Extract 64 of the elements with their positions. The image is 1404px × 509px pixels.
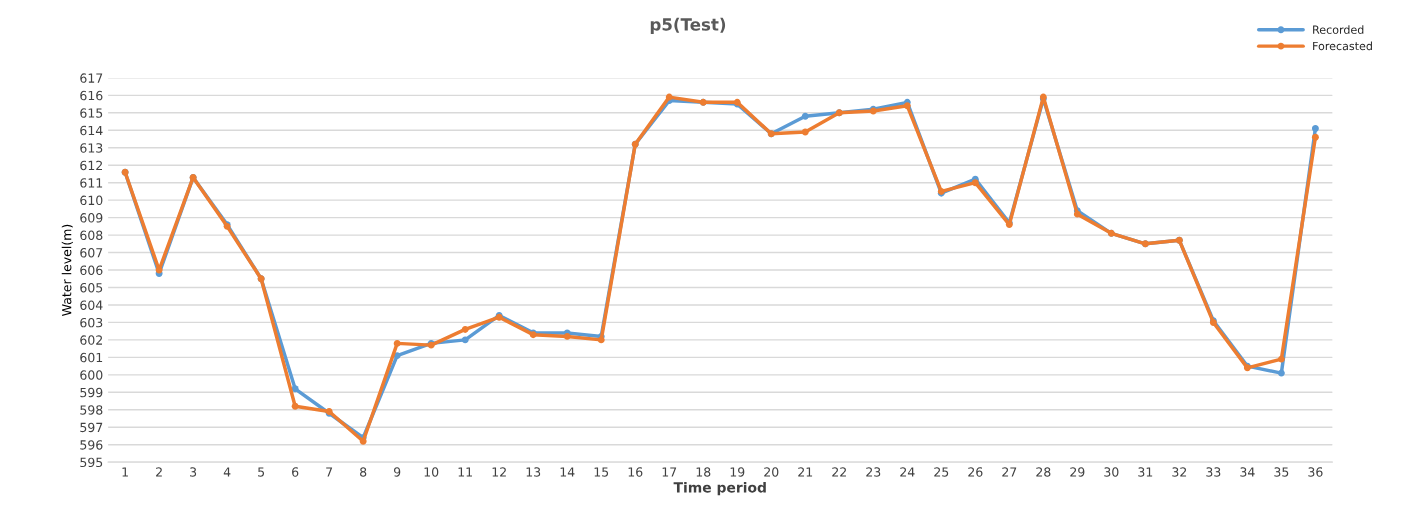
y-tick-label: 604 [80,300,103,310]
y-tick-label: 605 [80,282,103,293]
x-tick-label: 2 [156,467,162,477]
y-tick-label: 596 [80,440,103,450]
y-tick-label: 598 [80,405,103,415]
x-tick-label: 14 [560,467,575,477]
x-tick-label: 35 [1274,467,1289,477]
x-tick-label: 32 [1172,467,1187,477]
x-tick-label: 15 [594,467,609,477]
legend-label: Forecasted [1313,41,1372,51]
x-tick-label: 13 [526,467,541,477]
y-tick-label: 611 [80,178,103,188]
y-tick-label: 610 [80,195,103,206]
y-tick-label: 609 [80,213,103,223]
y-tick-label: 608 [80,230,103,241]
x-tick-label: 17 [662,467,677,477]
x-tick-label: 24 [900,467,915,477]
y-tick-label: 614 [80,125,103,136]
x-tick-label: 23 [866,467,881,477]
x-tick-label: 18 [696,467,711,477]
x-tick-label: 31 [1138,467,1153,477]
legend-label: Recorded [1313,25,1364,34]
y-tick-label: 595 [80,457,103,468]
x-tick-label: 11 [458,467,472,477]
x-tick-label: 28 [1036,467,1051,477]
y-tick-label: 613 [80,143,103,153]
x-tick-label: 30 [1104,467,1119,477]
y-axis-title: Water level(m) [61,224,73,316]
x-tick-label: 10 [424,467,439,477]
y-tick-label: 612 [80,160,102,171]
x-tick-label: 6 [292,467,299,477]
y-tick-label: 602 [80,335,102,345]
x-tick-label: 27 [1002,467,1017,477]
y-tick-label: 599 [80,387,103,398]
x-tick-label: 3 [190,467,197,477]
y-tick-label: 606 [80,265,103,275]
x-tick-label: 21 [798,467,813,477]
x-tick-label: 33 [1206,467,1221,477]
y-tick-label: 597 [80,422,103,433]
x-tick-label: 5 [258,467,265,477]
x-tick-label: 12 [492,467,506,477]
y-tick-label: 607 [80,248,103,258]
x-tick-label: 25 [934,467,949,477]
x-tick-label: 19 [730,467,745,477]
x-tick-label: 4 [223,467,231,477]
y-tick-label: 601 [80,352,103,363]
x-tick-label: 8 [360,467,367,477]
x-tick-label: 26 [968,467,983,477]
x-tick-label: 34 [1240,467,1255,477]
x-tick-label: 1 [122,467,128,477]
x-tick-label: 36 [1308,467,1323,477]
x-axis-title: Time period [673,481,766,496]
y-tick-label: 617 [80,73,103,83]
y-tick-label: 615 [80,108,103,118]
x-tick-label: 16 [628,467,643,477]
y-tick-label: 603 [80,317,103,328]
x-tick-label: 9 [393,467,401,477]
x-tick-label: 20 [764,467,779,477]
y-tick-label: 600 [80,370,103,380]
x-tick-label: 7 [326,467,333,477]
y-tick-label: 616 [80,90,103,101]
x-tick-label: 22 [832,467,846,477]
chart-title: p5(Test) [650,17,726,34]
x-tick-label: 29 [1070,467,1085,477]
